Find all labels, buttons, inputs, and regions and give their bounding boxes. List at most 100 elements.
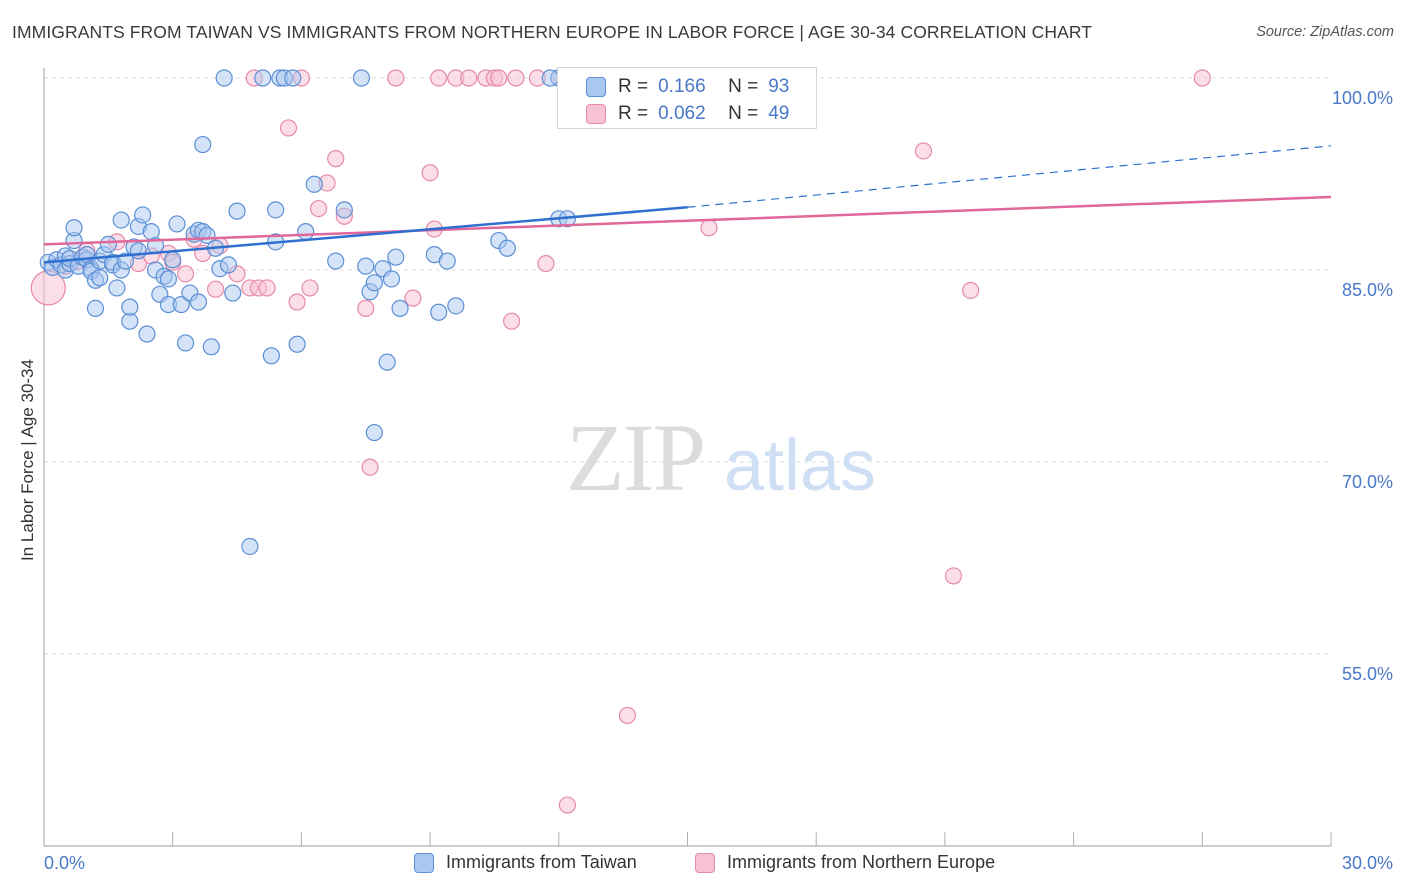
data-point-taiwan — [541, 69, 559, 87]
y-tick-label: 85.0% — [1342, 280, 1393, 300]
data-point-taiwan — [65, 219, 83, 237]
watermark-atlas: atlas — [724, 426, 876, 506]
trend-line-northern-europe — [43, 195, 1332, 246]
legend-swatch-northern-europe — [695, 852, 715, 873]
chart-title: IMMIGRANTS FROM TAIWAN VS IMMIGRANTS FRO… — [12, 22, 1093, 42]
data-point-northern-europe — [507, 69, 525, 87]
data-point-taiwan — [387, 248, 405, 266]
data-point-northern-europe — [537, 255, 555, 273]
data-point-northern-europe — [430, 69, 448, 87]
watermark: ZIP atlas — [566, 404, 876, 511]
data-point-taiwan — [288, 335, 306, 353]
data-point-northern-europe — [558, 796, 576, 814]
data-point-taiwan — [108, 279, 126, 297]
data-point-northern-europe — [503, 312, 521, 330]
data-point-taiwan — [498, 239, 516, 257]
legend-swatch-europe — [586, 104, 606, 124]
legend-label-northern-europe: Immigrants from Northern Europe — [727, 852, 996, 872]
data-point-northern-europe — [309, 199, 328, 218]
data-point-taiwan — [430, 303, 448, 321]
data-point-taiwan — [189, 293, 208, 311]
legend-n-value: 49 — [768, 103, 790, 124]
tick-labels: 55.0% 70.0% 85.0% 100.0% 0.0% 30.0% — [44, 88, 1393, 873]
legend-row-europe: R = 0.062 N = 49 — [586, 101, 789, 127]
watermark-zip: ZIP — [566, 404, 704, 511]
data-point-northern-europe — [1193, 69, 1211, 87]
data-point-taiwan — [138, 325, 156, 343]
data-point-taiwan — [86, 299, 105, 317]
legend-swatch-taiwan — [586, 77, 606, 97]
data-point-taiwan — [335, 201, 353, 219]
data-point-taiwan — [224, 284, 242, 302]
data-point-northern-europe — [258, 279, 276, 297]
data-point-taiwan — [262, 347, 280, 365]
data-point-taiwan — [176, 334, 195, 352]
data-point-northern-europe — [944, 567, 963, 585]
data-point-northern-europe — [962, 281, 980, 300]
data-point-taiwan — [172, 295, 190, 314]
data-point-northern-europe — [421, 164, 439, 182]
data-point-taiwan — [112, 211, 130, 229]
data-point-taiwan — [357, 257, 375, 275]
series-taiwan-points — [39, 69, 576, 556]
data-point-northern-europe — [279, 119, 298, 137]
data-point-taiwan — [129, 242, 147, 260]
data-point-taiwan — [305, 175, 323, 193]
legend-item-northern-europe[interactable]: Immigrants from Northern Europe — [695, 852, 995, 873]
series-legend: Immigrants from Taiwan Immigrants from N… — [0, 852, 1406, 878]
data-point-taiwan — [202, 338, 220, 356]
x-tick-label: 30.0% — [1342, 853, 1393, 873]
legend-r-label: R = — [618, 76, 649, 97]
data-point-taiwan — [228, 202, 246, 220]
data-point-taiwan — [267, 201, 285, 219]
data-point-northern-europe — [288, 293, 306, 311]
data-point-northern-europe — [700, 219, 718, 237]
correlation-legend: R = 0.166 N = 93 R = 0.062 N = 49 — [557, 67, 817, 129]
data-point-taiwan — [116, 252, 135, 270]
trend-line-taiwan — [43, 206, 688, 264]
data-point-taiwan — [215, 69, 233, 87]
data-point-northern-europe — [618, 706, 637, 725]
data-point-taiwan — [254, 69, 272, 87]
data-point-northern-europe — [490, 69, 508, 87]
y-tick-label: 55.0% — [1342, 664, 1393, 684]
legend-swatch-taiwan — [414, 852, 434, 873]
data-point-northern-europe — [176, 265, 195, 283]
data-point-taiwan — [241, 537, 259, 556]
axes — [43, 68, 1332, 847]
x-tick-label: 0.0% — [44, 853, 85, 873]
data-point-taiwan — [378, 353, 396, 371]
source-credit: Source: ZipAtlas.com — [1256, 24, 1394, 40]
data-point-taiwan — [91, 269, 109, 287]
data-point-taiwan — [365, 274, 383, 292]
data-point-northern-europe — [404, 289, 422, 307]
data-point-taiwan — [159, 270, 178, 288]
data-point-northern-europe — [327, 150, 345, 168]
legend-r-value: 0.166 — [658, 76, 706, 97]
data-point-taiwan — [365, 423, 383, 442]
legend-item-taiwan[interactable]: Immigrants from Taiwan — [414, 852, 637, 873]
data-point-taiwan — [284, 69, 302, 87]
data-point-taiwan — [99, 235, 117, 253]
data-point-taiwan — [382, 270, 401, 288]
data-point-northern-europe — [914, 142, 933, 160]
data-point-northern-europe — [460, 69, 478, 87]
legend-label-taiwan: Immigrants from Taiwan — [446, 852, 637, 872]
data-point-taiwan — [327, 252, 345, 270]
y-tick-label: 70.0% — [1342, 472, 1393, 492]
data-point-taiwan — [164, 251, 182, 269]
trend-line-taiwan-extrapolated — [687, 145, 1332, 208]
data-point-taiwan — [194, 135, 212, 154]
data-point-taiwan — [134, 206, 152, 224]
legend-n-label: N = — [728, 103, 759, 124]
data-point-northern-europe — [301, 279, 319, 297]
data-point-northern-europe — [357, 299, 375, 317]
data-point-taiwan — [438, 252, 456, 270]
legend-r-label: R = — [618, 103, 649, 124]
data-point-taiwan — [297, 223, 315, 241]
legend-r-value: 0.062 — [658, 103, 706, 124]
data-point-taiwan — [352, 69, 371, 87]
y-tick-label: 100.0% — [1332, 88, 1393, 108]
trend-lines — [43, 145, 1332, 264]
